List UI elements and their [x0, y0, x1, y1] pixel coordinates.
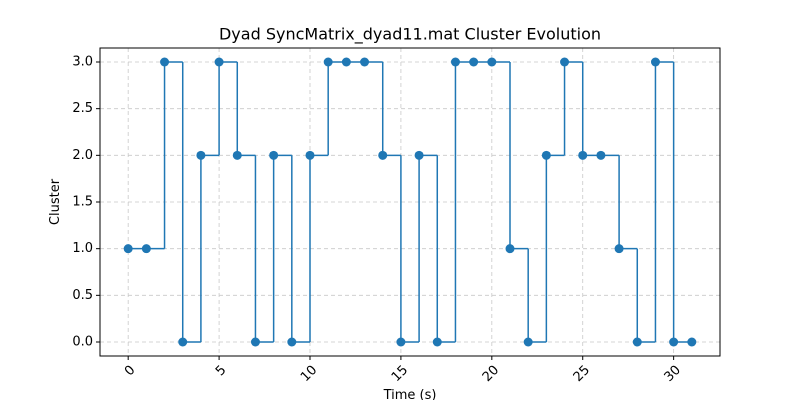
point	[614, 244, 624, 254]
point	[560, 57, 570, 67]
point	[578, 150, 588, 160]
point	[414, 150, 424, 160]
point	[687, 337, 697, 347]
point	[250, 337, 260, 347]
y-axis-label: Cluster	[48, 178, 63, 225]
y-tick-label: 2.0	[72, 148, 93, 163]
point	[487, 57, 497, 67]
point	[232, 150, 242, 160]
y-tick-label: 0.5	[72, 288, 93, 303]
point	[178, 337, 188, 347]
y-tick-label: 1.5	[72, 195, 93, 210]
plot-frame	[99, 47, 721, 357]
point	[305, 150, 315, 160]
y-tick-label: 2.5	[72, 101, 93, 116]
point	[123, 244, 133, 254]
point	[450, 57, 460, 67]
point	[196, 150, 206, 160]
point	[523, 337, 533, 347]
point	[505, 244, 515, 254]
point	[469, 57, 479, 67]
series	[123, 57, 697, 347]
point	[650, 57, 660, 67]
point	[669, 337, 679, 347]
point	[323, 57, 333, 67]
point	[269, 150, 279, 160]
point	[214, 57, 224, 67]
point	[396, 337, 406, 347]
point	[341, 57, 351, 67]
point	[432, 337, 442, 347]
y-tick-label: 3.0	[72, 55, 93, 70]
point	[287, 337, 297, 347]
point	[541, 150, 551, 160]
point	[632, 337, 642, 347]
point	[378, 150, 388, 160]
x-axis-label: Time (s)	[383, 388, 437, 400]
y-tick-label: 0.0	[72, 335, 93, 350]
point	[160, 57, 170, 67]
y-tick-label: 1.0	[72, 241, 93, 256]
point	[360, 57, 370, 67]
chart-title: Dyad SyncMatrix_dyad11.mat Cluster Evolu…	[219, 25, 601, 45]
point	[141, 244, 151, 254]
point	[596, 150, 606, 160]
